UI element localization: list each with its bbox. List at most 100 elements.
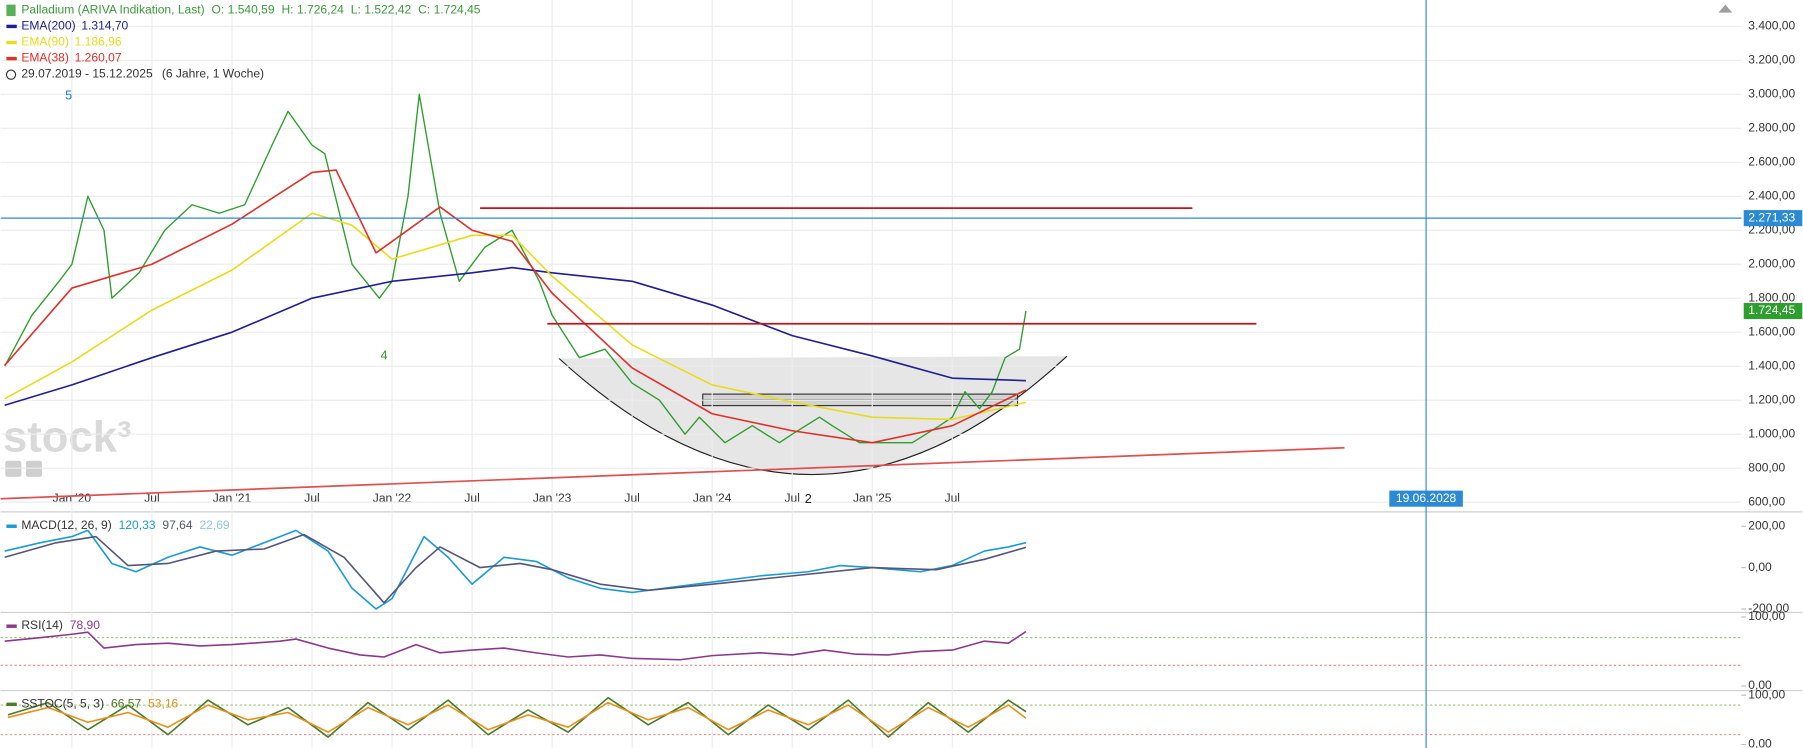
y-tick-label: 100,00 <box>1748 687 1785 701</box>
legend-marker <box>6 24 17 29</box>
y-tick-label: 1.400,00 <box>1748 358 1795 372</box>
series-line <box>7 696 1027 738</box>
crosshair-y-box <box>1743 210 1803 227</box>
crosshair-y-label: 2.271,33 <box>1748 210 1795 224</box>
series-line <box>4 533 1027 604</box>
x-tick-label: Jul <box>624 491 639 505</box>
x-tick-label: Jan '20 <box>53 491 92 505</box>
y-tick-label: 0,00 <box>1748 737 1772 748</box>
y-tick-label: 2.800,00 <box>1748 120 1795 134</box>
y-tick-label: 100,00 <box>1748 609 1785 623</box>
ohlc-value: 1.522,42 <box>364 3 411 17</box>
x-tick-label: Jul <box>464 491 479 505</box>
title: Palladium (ARIVA Indikation, Last) <box>21 3 204 17</box>
y-tick-label: 1.800,00 <box>1748 290 1795 304</box>
indicator-value: 120,33 <box>119 518 156 532</box>
legend-value: 1.186,96 <box>75 35 122 49</box>
indicator-title: MACD(12, 26, 9) <box>21 518 111 532</box>
indicator-legend: RSI(14) 78,90 <box>21 618 100 632</box>
legend-entry: EMA(200) 1.314,70 <box>21 19 128 33</box>
indicator-value: 66,57 <box>111 697 141 711</box>
period-range: 29.07.2019 - 15.12.2025 <box>21 67 153 81</box>
y-tick-label: 1.600,00 <box>1748 324 1795 338</box>
y-tick-label: 800,00 <box>1748 460 1785 474</box>
y-tick-label: 2.600,00 <box>1748 154 1795 168</box>
crosshair-x-label: 19.06.2028 <box>1396 491 1457 505</box>
y-tick-label: 0,00 <box>1748 678 1772 692</box>
logo-icon <box>5 460 22 477</box>
series-line <box>4 266 1026 407</box>
annotation: 5 <box>65 88 72 102</box>
series-line <box>4 169 1027 444</box>
x-tick-label: Jan '25 <box>853 491 892 505</box>
legend-title: Palladium (ARIVA Indikation, Last) O: 1.54… <box>21 3 480 17</box>
cup-arc <box>558 355 1068 476</box>
x-tick-label: Jul <box>785 491 800 505</box>
y-tick-label: 2.000,00 <box>1748 256 1795 270</box>
x-tick-label: Jan '21 <box>213 491 252 505</box>
period-note: (6 Jahre, 1 Woche) <box>162 67 264 81</box>
legend-name: EMA(200) <box>21 19 75 33</box>
legend-name: EMA(90) <box>21 35 69 49</box>
indicator-legend: MACD(12, 26, 9) 120,33 97,64 22,69 <box>21 518 230 532</box>
y-tick-label: 1.200,00 <box>1748 392 1795 406</box>
ohlc-name: L: <box>351 3 361 17</box>
ohlc-value: 1.540,59 <box>228 3 275 17</box>
cup-area <box>559 356 1067 475</box>
x-tick-label: Jan '23 <box>533 491 572 505</box>
y-tick-label: 3.000,00 <box>1748 86 1795 100</box>
y-tick-label: 0,00 <box>1748 560 1772 574</box>
legend-value: 1.260,07 <box>75 51 122 65</box>
y-tick-label: -200,00 <box>1748 601 1789 615</box>
legend-value: 1.314,70 <box>81 19 128 33</box>
legend-marker <box>6 624 17 628</box>
watermark: stock³ <box>3 413 132 462</box>
last-price-label: 1.724,45 <box>1748 303 1795 317</box>
x-tick-label: Jul <box>945 491 960 505</box>
y-tick-label: 1.000,00 <box>1748 426 1795 440</box>
collapse-icon[interactable] <box>1718 4 1733 13</box>
y-tick-label: 3.200,00 <box>1748 53 1795 67</box>
y-tick-label: 3.400,00 <box>1748 19 1795 33</box>
x-tick-label: Jul <box>304 491 319 505</box>
indicator-title: RSI(14) <box>21 618 63 632</box>
crosshair-x-box <box>1389 490 1463 507</box>
indicator-title: SSTOC(5, 5, 3) <box>21 697 104 711</box>
ohlc-name: H: <box>281 3 293 17</box>
logo-icon <box>25 460 43 477</box>
ohlc-name: O: <box>212 3 225 17</box>
ohlc-value: 1.726,24 <box>297 3 344 17</box>
legend-marker <box>6 40 17 45</box>
ohlc-value: 1.724,45 <box>434 3 481 17</box>
price-line <box>4 93 1027 444</box>
indicator-value: 53,16 <box>148 697 178 711</box>
indicator-value: 22,69 <box>199 518 229 532</box>
drawn-line <box>0 446 1345 500</box>
y-tick-label: 600,00 <box>1748 494 1785 508</box>
series-line <box>7 701 1027 733</box>
legend-marker <box>6 56 17 61</box>
last-price-box <box>1743 303 1803 320</box>
y-tick-label: 200,00 <box>1748 518 1785 532</box>
x-tick-label: Jan '24 <box>693 491 732 505</box>
x-tick-label: Jul <box>144 491 159 505</box>
legend-entry: EMA(90) 1.186,96 <box>21 35 121 49</box>
x-tick-label: Jan '22 <box>373 491 412 505</box>
legend-marker <box>6 702 17 707</box>
ohlc-name: C: <box>418 3 430 17</box>
legend-name: EMA(38) <box>21 51 69 65</box>
y-tick-label: 2.400,00 <box>1748 188 1795 202</box>
indicator-value: 97,64 <box>162 518 192 532</box>
indicator-value: 78,90 <box>70 618 100 632</box>
period: 29.07.2019 - 15.12.2025 (6 Jahre, 1 Woche… <box>21 67 264 81</box>
series-line <box>4 630 1027 661</box>
legend-marker <box>6 524 17 528</box>
clock-icon <box>5 69 17 80</box>
indicator-legend: SSTOC(5, 5, 3) 66,57 53,16 <box>21 697 178 711</box>
annotation: 4 <box>381 348 388 362</box>
legend-entry: EMA(38) 1.260,07 <box>21 51 121 65</box>
annotation: 2 <box>805 492 812 506</box>
title-icon <box>6 4 16 17</box>
